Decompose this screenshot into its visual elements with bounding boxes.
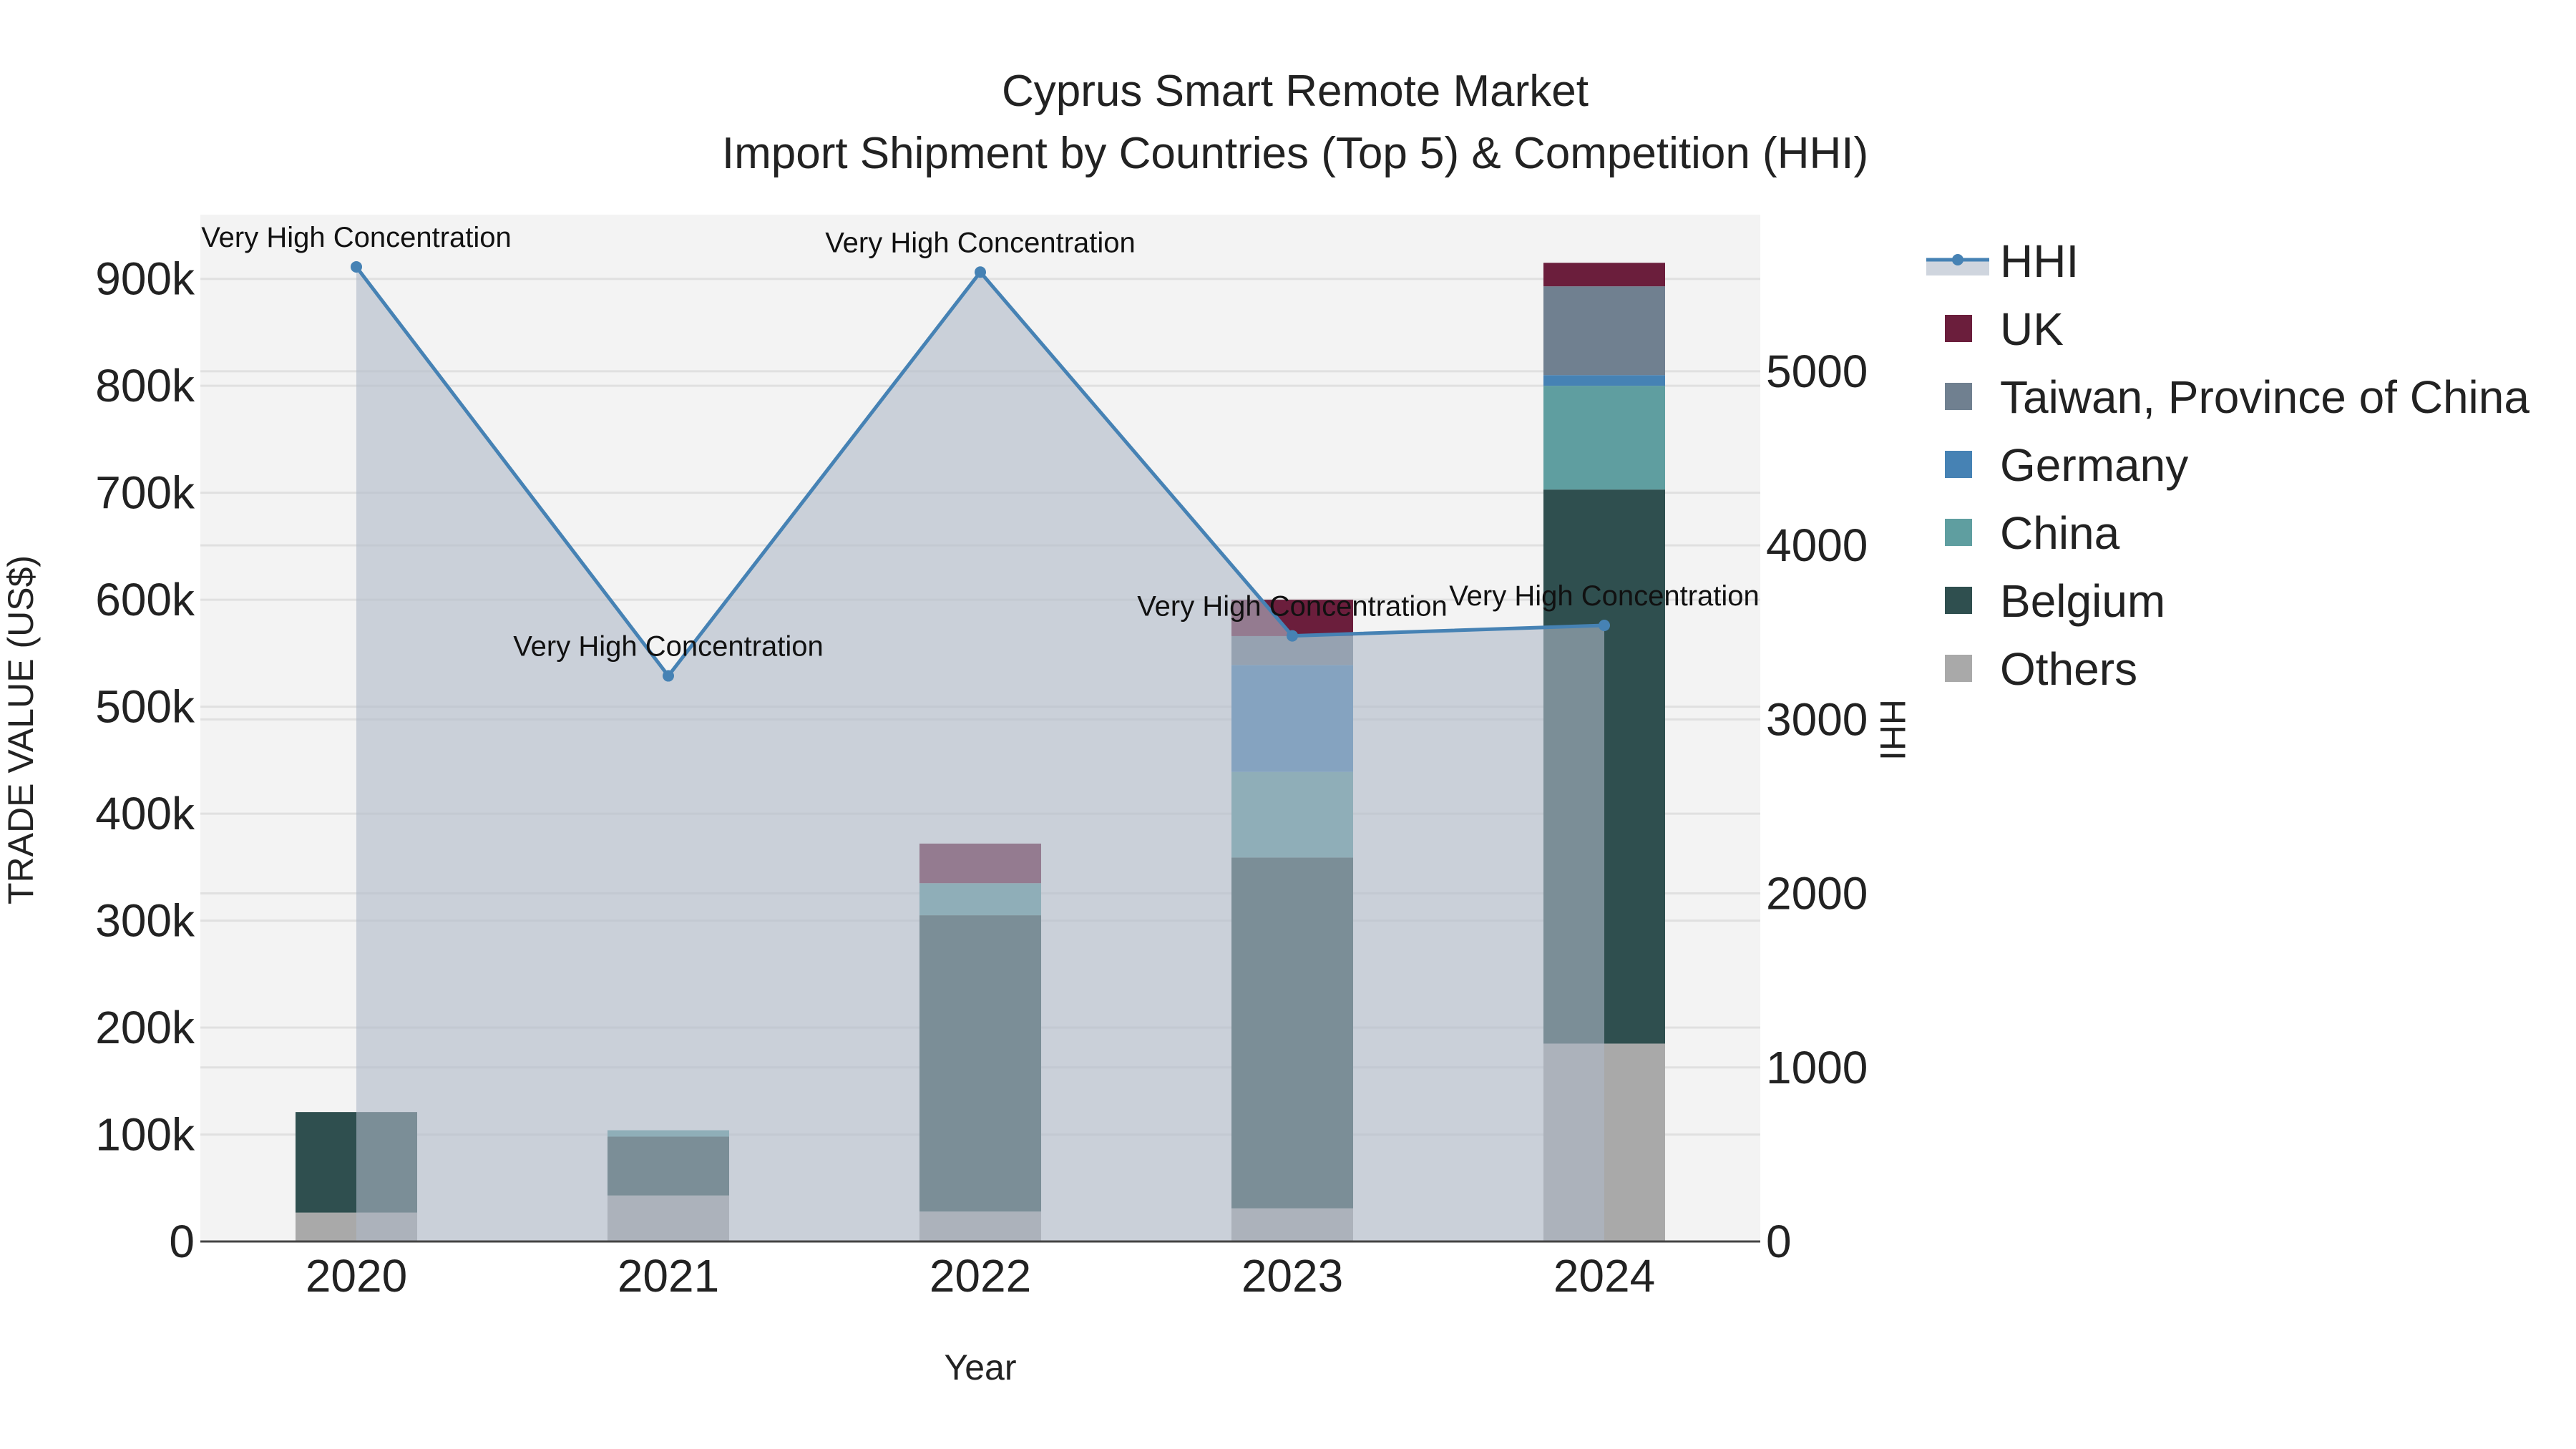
legend-swatch [1945,655,1972,682]
y2-tick-label: 2000 [1766,868,1868,919]
x-axis-title: Year [944,1347,1016,1387]
x-tick-label: 2023 [1241,1250,1343,1302]
hhi-annotation-2022: Very High Concentration [825,227,1136,258]
y-tick-label: 0 [169,1216,195,1267]
hhi-annotation-2021: Very High Concentration [513,631,824,663]
legend-label: HHI [2000,235,2079,287]
hhi-area [356,266,1604,1242]
y-axis-title: TRADE VALUE (US$) [1,555,41,904]
legend-swatch [1945,587,1972,614]
x-axis-ticks: 2020 2021 2022 2023 2024 [306,1250,1655,1302]
legend-swatch [1945,315,1972,342]
x-tick-label: 2021 [618,1250,719,1302]
legend-swatch-area [1926,260,1989,275]
bar-china-2024 [1543,386,1665,490]
legend-swatch [1945,451,1972,478]
legend-item-belgium[interactable]: Belgium [1945,575,2165,627]
y-tick-label: 100k [95,1109,195,1161]
chart-subtitle: Import Shipment by Countries (Top 5) & C… [722,129,1868,178]
y2-axis-title: HHI [1873,699,1913,761]
hhi-annotation-2024: Very High Concentration [1449,580,1760,612]
legend-swatch-marker [1952,254,1963,265]
hhi-point-2023 [1287,630,1298,642]
legend-item-taiwan-province-of-china[interactable]: Taiwan, Province of China [1945,371,2529,423]
legend-label: UK [2000,303,2064,355]
hhi-annotation-2023: Very High Concentration [1137,591,1448,623]
chart-title: Cyprus Smart Remote Market [1002,67,1589,116]
legend-label: Belgium [2000,575,2165,627]
legend-label: Taiwan, Province of China [2000,371,2529,423]
y-tick-label: 700k [95,467,195,519]
x-tick-label: 2022 [930,1250,1031,1302]
legend-item-china[interactable]: China [1945,507,2120,559]
legend-item-uk[interactable]: UK [1945,303,2064,355]
legend-swatch [1945,519,1972,546]
y-tick-label: 900k [95,253,195,305]
y-tick-label: 500k [95,681,195,733]
bar-germany-2024 [1543,375,1665,386]
bar-taiwan-province-of-china-2024 [1543,286,1665,376]
y-tick-label: 600k [95,574,195,625]
legend-label: Germany [2000,439,2188,491]
y-tick-label: 800k [95,360,195,411]
hhi-annotation-2020: Very High Concentration [201,222,512,253]
y2-tick-label: 4000 [1766,519,1868,571]
y2-tick-label: 1000 [1766,1042,1868,1093]
x-tick-label: 2024 [1553,1250,1655,1302]
legend-item-others[interactable]: Others [1945,643,2137,695]
hhi-point-2024 [1599,620,1610,631]
y-tick-label: 200k [95,1002,195,1053]
legend-label: China [2000,507,2120,559]
legend-item-hhi[interactable]: HHI [1926,235,2079,287]
legend: HHI UK Taiwan, Province of China Germany Chi… [1926,235,2529,695]
y2-axis-ticks: 0 1000 2000 3000 4000 5000 [1766,346,1868,1267]
x-tick-label: 2020 [306,1250,407,1302]
bar-uk-2024 [1543,263,1665,287]
hhi-point-2021 [663,670,674,682]
hhi-point-2022 [975,266,986,278]
legend-label: Others [2000,643,2137,695]
y2-tick-label: 5000 [1766,346,1868,397]
y-tick-label: 300k [95,895,195,947]
y-tick-label: 400k [95,788,195,839]
hhi-point-2020 [351,260,362,273]
legend-item-germany[interactable]: Germany [1945,439,2188,491]
y2-tick-label: 3000 [1766,693,1868,745]
y-axis-ticks: 0 100k 200k 300k 400k 500k 600k 700k 800k 900k [95,253,195,1267]
y2-tick-label: 0 [1766,1216,1792,1267]
legend-swatch [1945,383,1972,410]
